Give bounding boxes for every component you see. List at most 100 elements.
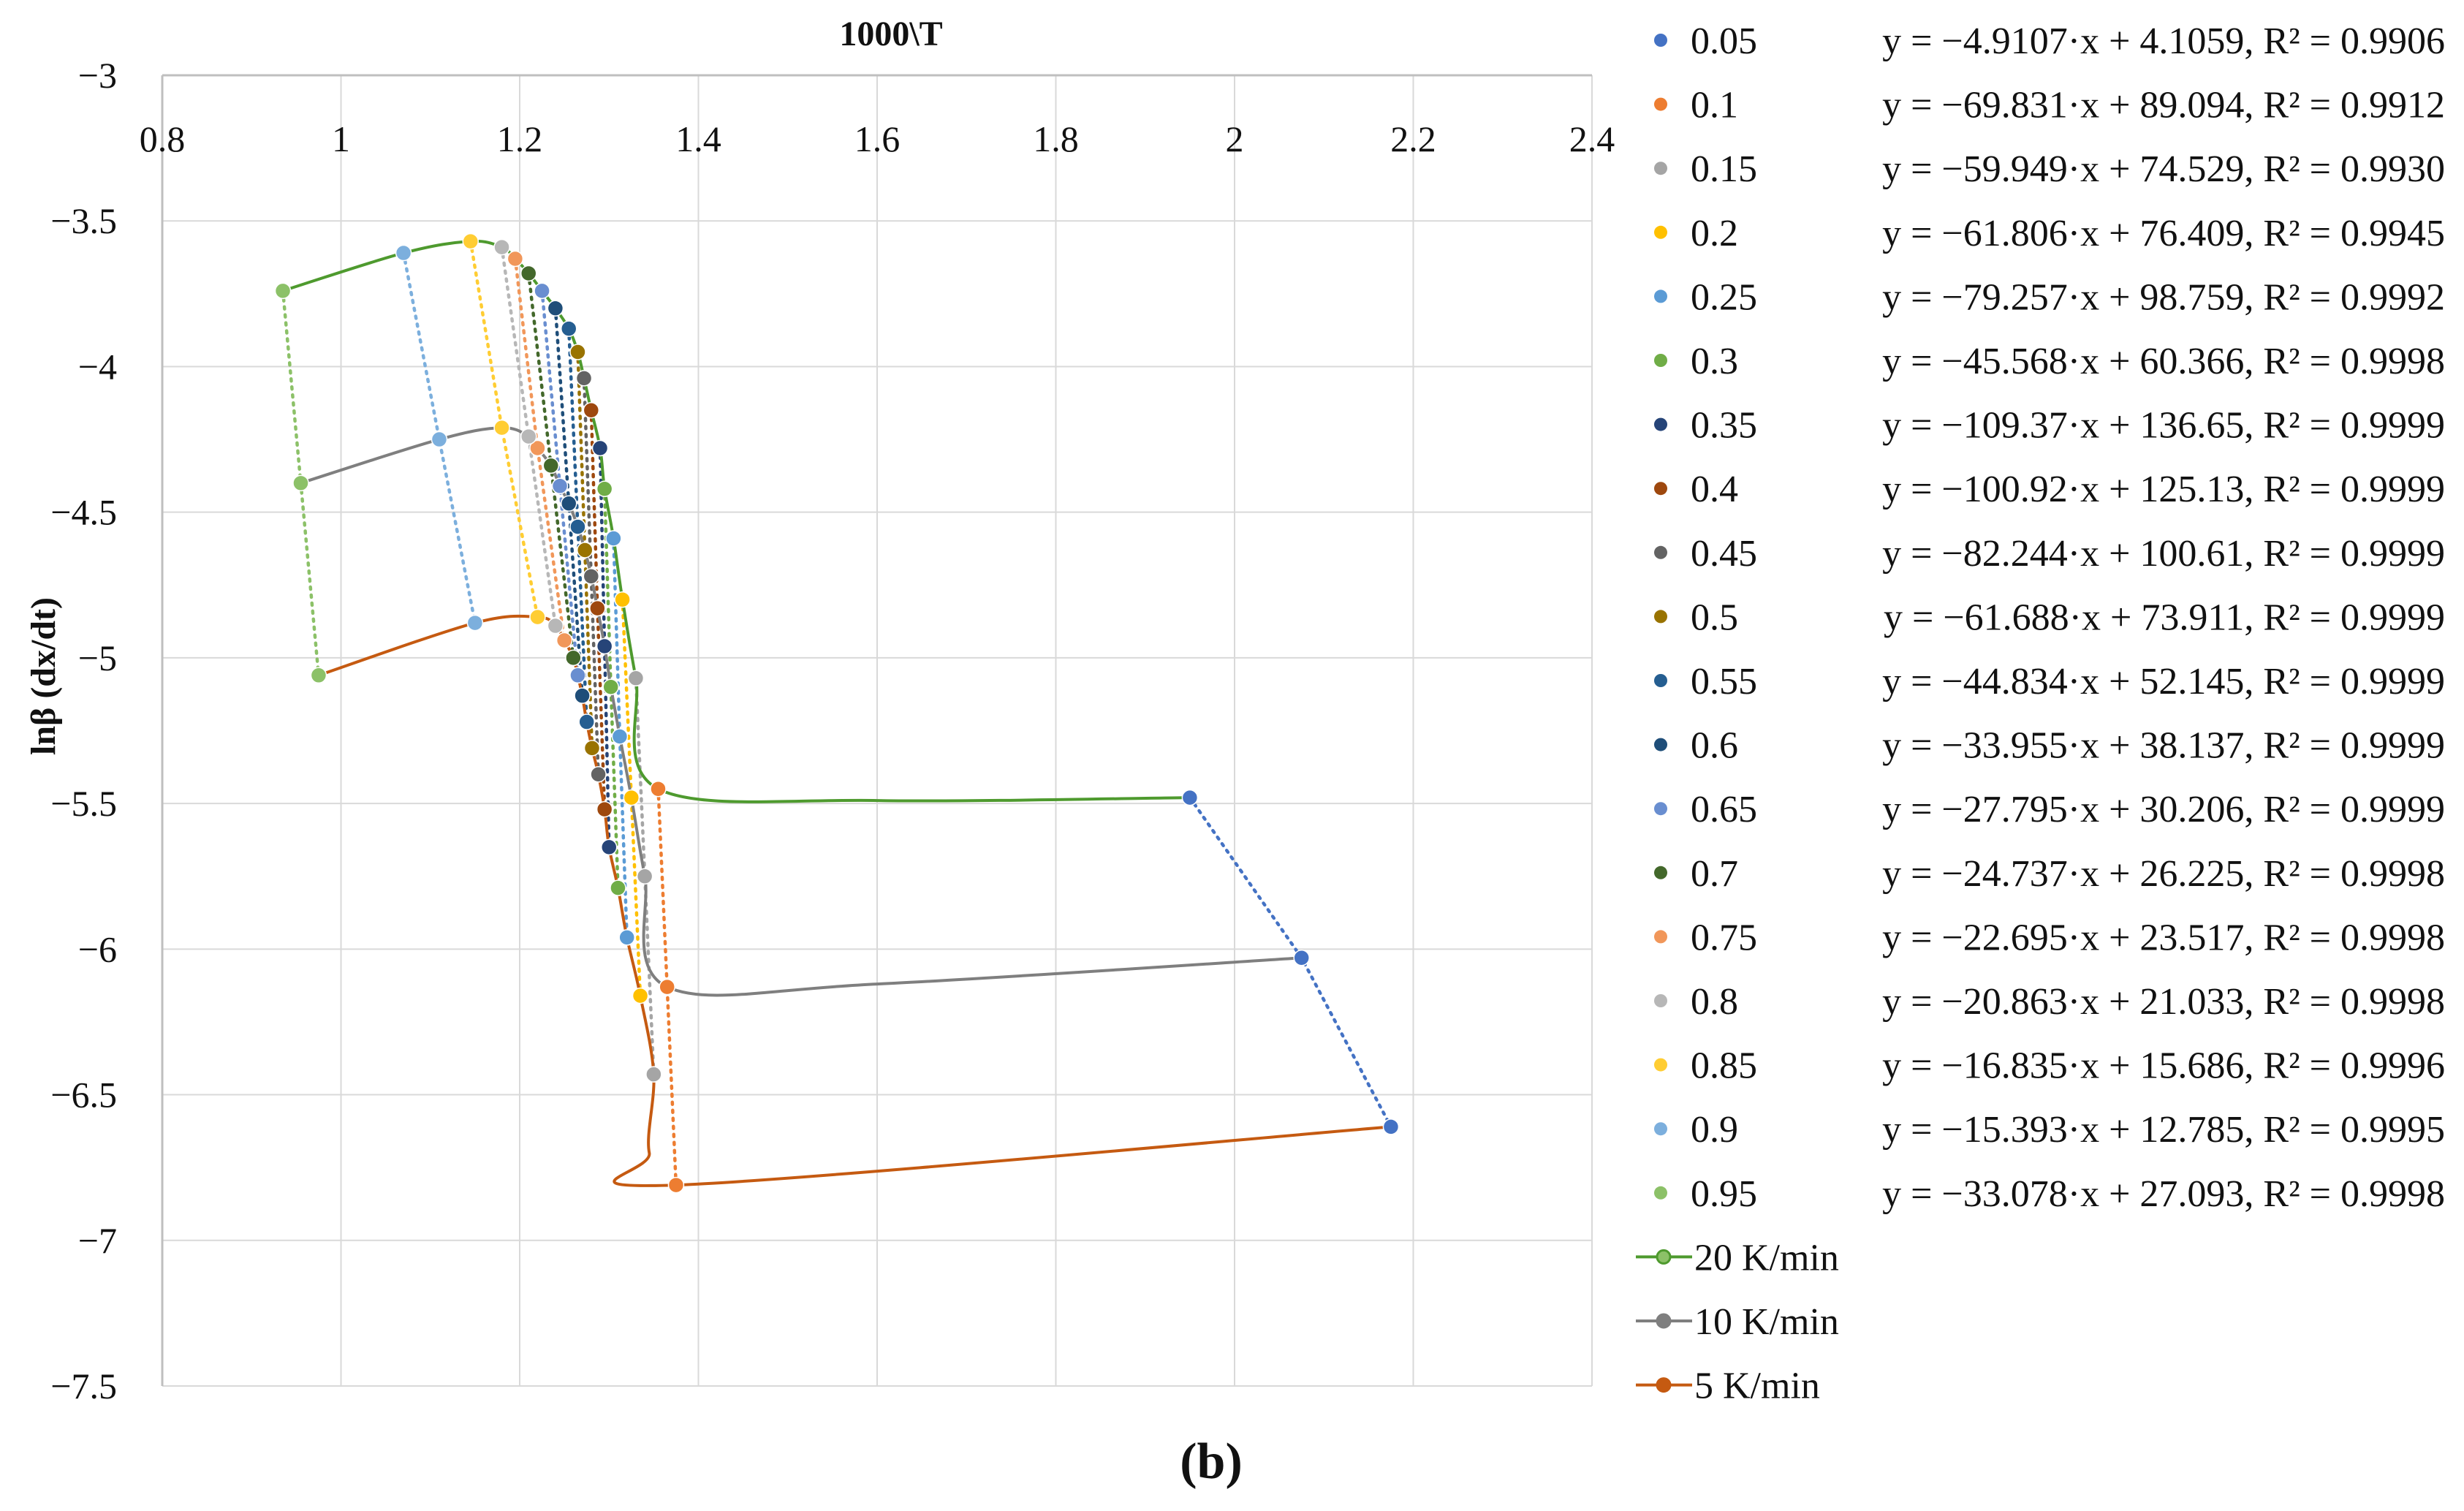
data-markers [274,232,1400,1194]
legend-equation-0.75: y = −22.695·x + 23.517, R² = 0.9998 [1882,917,2445,958]
x-tick-label: 1.4 [675,118,721,159]
legend-marker-10-k-min [1656,1313,1672,1329]
data-point-0.75 [529,439,546,457]
legend-equation-0.95: y = −33.078·x + 27.093, R² = 0.9998 [1882,1173,2445,1215]
legend-equation-0.3: y = −45.568·x + 60.366, R² = 0.9998 [1882,341,2445,382]
data-point-0.45 [583,568,600,585]
legend-equation-0.85: y = −16.835·x + 15.686, R² = 0.9996 [1882,1045,2445,1087]
data-point-0.85 [493,419,510,436]
x-tick-label: 1.8 [1033,118,1079,159]
y-tick-label: −3.5 [50,200,117,241]
data-point-0.45 [590,766,607,783]
legend-marker-5-k-min [1656,1377,1672,1393]
data-point-0.2 [614,591,631,608]
data-point-0.5 [569,344,586,360]
y-tick-label: −7.5 [50,1366,117,1406]
data-point-0.8 [493,238,510,256]
legend-equation-0.7: y = −24.737·x + 26.225, R² = 0.9998 [1882,853,2445,895]
data-point-0.05 [1382,1118,1400,1135]
data-point-0.9 [466,614,484,632]
data-point-0.1 [667,1176,685,1194]
legend-marker-0.35 [1654,417,1667,431]
x-tick-label: 1.6 [854,118,901,159]
data-point-0.65 [551,477,569,495]
data-point-0.4 [596,800,613,818]
data-point-0.85 [529,608,546,626]
legend-marker-0.6 [1654,738,1667,751]
legend: 0.05 y = −4.9107·x + 4.1059, R² = 0.9906 0… [1636,20,2445,1407]
legend-label-10-k-min: 10 K/min [1694,1301,1839,1343]
legend-marker-0.1 [1654,97,1667,111]
legend-equation-0.65: y = −27.795·x + 30.206, R² = 0.9999 [1882,789,2445,830]
legend-label-0.6: 0.6 [1691,725,1738,767]
legend-label-0.5: 0.5 [1691,597,1738,638]
data-point-0.7 [565,649,582,667]
data-point-0.05 [1181,789,1199,806]
legend-label-0.55: 0.55 [1691,661,1757,703]
legend-equation-0.25: y = −79.257·x + 98.759, R² = 0.9992 [1882,276,2445,318]
legend-label-0.15: 0.15 [1691,148,1757,190]
legend-marker-0.4 [1654,482,1667,496]
y-tick-label: −7 [78,1220,117,1261]
data-point-0.5 [583,740,601,757]
data-point-0.2 [632,987,649,1004]
data-point-0.05 [1293,950,1310,966]
legend-equation-0.9: y = −15.393·x + 12.785, R² = 0.9995 [1882,1109,2445,1151]
y-tick-label: −6 [78,928,117,969]
legend-label-0.35: 0.35 [1691,405,1757,447]
legend-label-0.95: 0.95 [1691,1173,1757,1215]
data-point-0.65 [569,667,586,684]
data-point-0.3 [596,480,613,498]
data-point-0.2 [623,789,640,806]
data-point-0.55 [578,713,595,730]
legend-label-0.65: 0.65 [1691,789,1757,830]
conversion-line-0.5 [576,350,594,750]
legend-label-0.1: 0.1 [1691,85,1738,126]
conversion-line-0.8 [500,245,558,628]
legend-marker-0.65 [1654,802,1667,816]
data-point-0.75 [556,632,573,649]
conversion-line-0.25 [612,537,629,939]
data-point-0.7 [520,265,537,282]
legend-equation-0.55: y = −44.834·x + 52.145, R² = 0.9999 [1882,661,2445,703]
data-point-0.95 [310,667,327,684]
data-point-0.1 [659,978,675,996]
legend-label-0.05: 0.05 [1691,20,1757,62]
x-tick-label: 1 [332,118,350,159]
y-tick-label: −4 [78,346,117,387]
legend-label-0.4: 0.4 [1691,469,1738,510]
y-tick-label: −3 [78,55,117,96]
y-tick-label: −6.5 [50,1075,117,1116]
legend-marker-0.2 [1654,225,1667,239]
data-point-0.95 [274,282,292,300]
legend-marker-0.3 [1654,354,1667,367]
x-axis-title: 1000\T [839,15,942,53]
data-point-0.85 [462,232,479,250]
legend-marker-0.05 [1654,34,1667,47]
legend-marker-0.25 [1654,289,1667,303]
conversion-line-0.1 [656,787,678,1187]
data-point-0.7 [542,457,560,474]
data-point-0.95 [292,474,309,492]
data-point-0.9 [395,244,412,262]
legend-marker-0.95 [1654,1186,1667,1200]
legend-marker-0.45 [1654,545,1667,559]
legend-equation-0.5: y = −61.688·x + 73.911, R² = 0.9999 [1884,597,2445,638]
x-tick-label: 2.4 [1569,118,1615,159]
conversion-line-0.3 [602,487,620,890]
data-point-0.35 [596,637,613,655]
legend-equation-0.15: y = −59.949·x + 74.529, R² = 0.9930 [1882,148,2445,190]
legend-label-0.9: 0.9 [1691,1109,1738,1151]
legend-marker-0.15 [1654,162,1667,175]
y-tick-label: −4.5 [50,492,117,533]
data-point-0.6 [574,687,591,704]
data-point-0.25 [611,728,629,745]
legend-equation-0.35: y = −109.37·x + 136.65, R² = 0.9999 [1882,405,2445,447]
conversion-line-0.2 [621,597,642,998]
data-point-0.15 [627,670,645,687]
x-tick-label: 2 [1226,118,1244,159]
legend-equation-0.8: y = −20.863·x + 21.033, R² = 0.9998 [1882,981,2445,1023]
conversion-line-0.55 [566,327,588,724]
data-point-0.75 [507,250,524,268]
legend-equation-0.2: y = −61.806·x + 76.409, R² = 0.9945 [1882,213,2445,254]
